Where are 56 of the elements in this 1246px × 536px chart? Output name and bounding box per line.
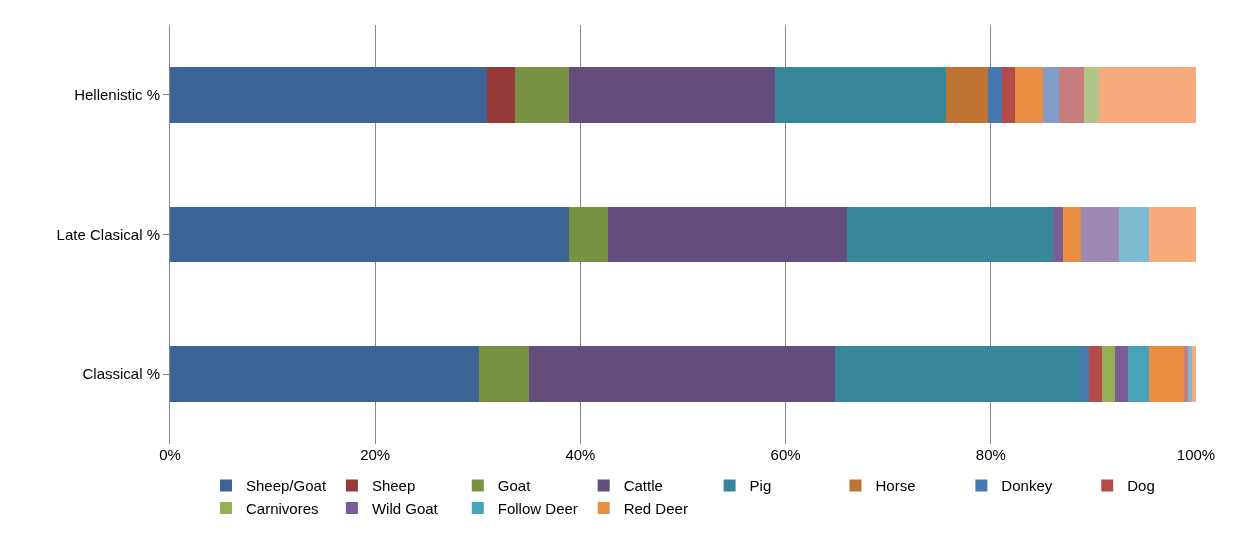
- bar: [608, 206, 848, 263]
- bar: [1081, 206, 1120, 263]
- bar: [1183, 346, 1188, 403]
- legend-label: Wild Goat: [371, 499, 439, 517]
- bar: [1002, 66, 1016, 123]
- bar: [569, 206, 609, 263]
- bar: [945, 66, 988, 123]
- bar: [1119, 206, 1149, 263]
- x-tick-label: 100%: [1176, 446, 1216, 463]
- bar: [514, 66, 570, 123]
- x-tick-label: 0%: [159, 446, 181, 463]
- bar: [1015, 66, 1044, 123]
- x-tick-label: 80%: [975, 446, 1006, 463]
- bar: [1081, 346, 1090, 403]
- bar: [1114, 346, 1129, 403]
- bar: [1148, 206, 1196, 263]
- bar: [1058, 66, 1085, 123]
- y-tick-label: Hellenistic %: [74, 86, 160, 104]
- x-tick-label: 60%: [770, 446, 801, 463]
- legend-label: Red Deer: [623, 499, 688, 517]
- bar: [1053, 206, 1063, 263]
- bar: [834, 346, 1082, 403]
- legend-label: Carnivores: [246, 499, 319, 517]
- legend-label: Follow Deer: [497, 499, 578, 517]
- bar: [1101, 346, 1115, 403]
- bar: [775, 66, 946, 123]
- y-tick-label: Late Clasical %: [56, 225, 160, 243]
- legend-label: Goat: [497, 477, 532, 495]
- bar: [1148, 346, 1184, 403]
- legend-label: Sheep/Goat: [246, 477, 327, 495]
- bar: [1084, 66, 1099, 123]
- legend-label: Cattle: [623, 477, 663, 495]
- bar: [487, 66, 515, 123]
- y-tick-label: Classical %: [82, 365, 160, 383]
- bar: [987, 66, 1003, 123]
- legend-label: Pig: [749, 477, 772, 495]
- legend-label: Dog: [1127, 477, 1155, 495]
- legend-label: Sheep: [371, 477, 416, 495]
- bar: [1062, 206, 1082, 263]
- bar: [529, 346, 835, 403]
- bar: [478, 346, 530, 403]
- legend-label: Horse: [875, 477, 916, 495]
- bar: [847, 206, 1054, 263]
- bar: [1191, 346, 1196, 403]
- x-tick-label: 20%: [360, 446, 391, 463]
- bar: [569, 66, 776, 123]
- bar: [170, 346, 479, 403]
- x-tick-label: 40%: [565, 446, 596, 463]
- bar: [1098, 66, 1196, 123]
- legend-label: Donkey: [1001, 477, 1053, 495]
- bar: [1128, 346, 1149, 403]
- bar: [1043, 66, 1059, 123]
- bar: [1187, 346, 1192, 403]
- bar: [170, 206, 570, 263]
- bar: [1089, 346, 1102, 403]
- bar: [170, 66, 488, 123]
